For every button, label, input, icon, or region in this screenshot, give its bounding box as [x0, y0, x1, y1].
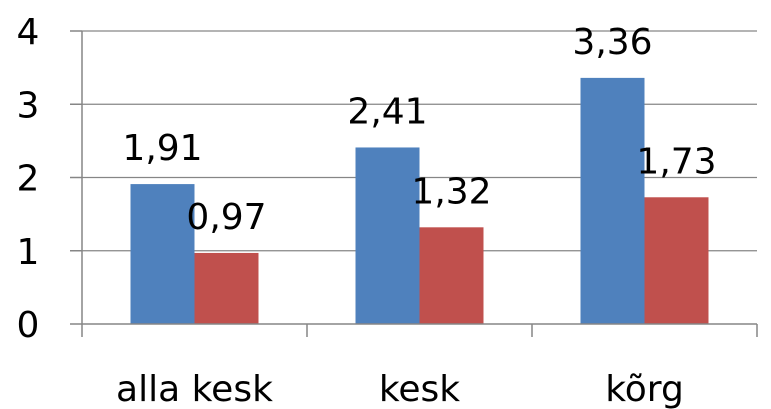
bar-series-1-3: [580, 77, 645, 324]
y-tick-label-0: 0: [17, 305, 40, 346]
bar-series-2-3: [644, 197, 709, 324]
y-tick-label-1: 1: [17, 232, 40, 273]
y-tick-label-2: 2: [17, 159, 40, 200]
data-label-series-2-3: 1,73: [636, 141, 716, 182]
label-layer: 0 1 2 3 4 1,91 0,97 alla kesk 2,41 1,32 kesk 3,36 1,…: [17, 12, 717, 409]
data-label-series-1-2: 2,41: [347, 91, 427, 132]
bar-series-2-1: [194, 252, 259, 324]
data-label-series-1-1: 1,91: [122, 128, 202, 169]
data-label-series-1-3: 3,36: [572, 22, 652, 63]
category-label-2: kesk: [379, 369, 460, 409]
bar-layer: [130, 77, 709, 324]
bar-series-1-2: [355, 147, 420, 324]
data-label-series-2-2: 1,32: [411, 171, 491, 212]
bar-series-2-2: [419, 227, 484, 324]
axis-layer: [70, 30, 758, 337]
data-label-series-2-1: 0,97: [186, 197, 266, 238]
bar-series-1-1: [130, 184, 195, 324]
category-label-3: kõrg: [605, 369, 684, 409]
category-label-1: alla kesk: [116, 369, 273, 409]
y-tick-label-3: 3: [17, 85, 40, 126]
y-tick-label-4: 4: [17, 12, 40, 53]
